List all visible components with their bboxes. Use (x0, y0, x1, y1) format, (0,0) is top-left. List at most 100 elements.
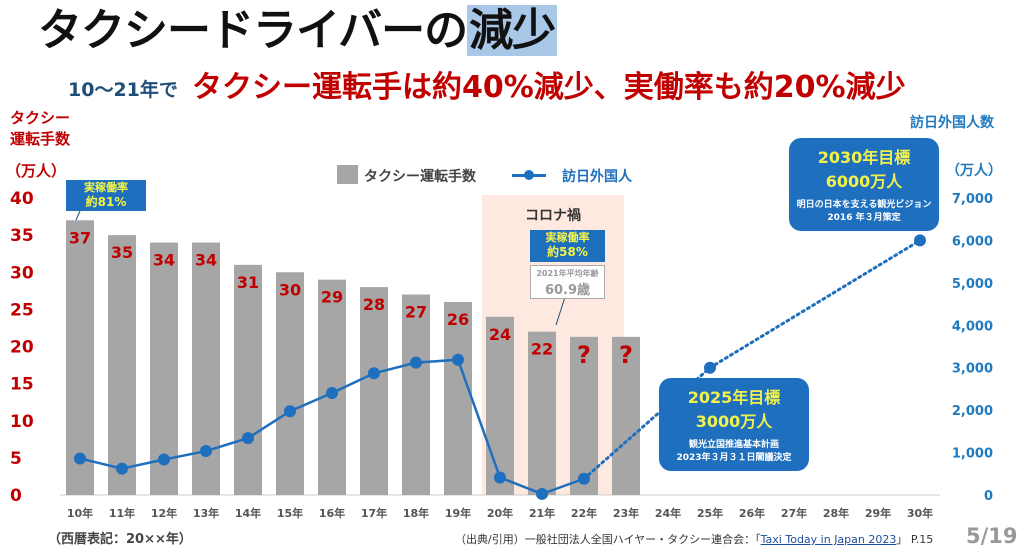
visitor-point (368, 367, 380, 380)
avg-age-callout: 2021年平均年齢 60.9歳 (530, 265, 605, 299)
source-link[interactable]: Taxi Today in Japan 2023 (760, 533, 897, 546)
visitor-point (200, 445, 212, 458)
right-axis-unit: （万人） (946, 163, 1002, 179)
visitor-point (116, 462, 128, 475)
x-tick: 17年 (361, 506, 387, 520)
bar (402, 294, 430, 495)
bar (276, 272, 304, 495)
visitor-point (914, 234, 926, 247)
visitor-point (494, 471, 506, 484)
right-tick: 7,000 (952, 192, 993, 207)
left-tick: 15 (10, 375, 34, 395)
right-tick: 4,000 (952, 319, 993, 334)
x-tick: 22年 (571, 506, 597, 520)
legend-bar-label: タクシー運転手数 (364, 169, 476, 185)
bar-label: ? (619, 341, 633, 369)
bar-label: ? (577, 341, 591, 369)
subtitle-prefix: 10〜21年で (68, 79, 178, 101)
callout-pointer (75, 210, 81, 221)
x-tick: 10年 (67, 506, 93, 520)
era-note: （西暦表記：20××年） (48, 532, 192, 547)
x-tick: 27年 (781, 506, 807, 520)
left-tick: 40 (10, 189, 34, 209)
left-tick: 10 (10, 412, 34, 432)
x-tick: 14年 (235, 506, 261, 520)
source-citation: （出典/引用）一般社団法人全国ハイヤー・タクシー連合会：「Taxi Today … (455, 533, 934, 546)
target-2030-callout: 2030年目標 6000万人 明日の日本を支える観光ビジョン 2016 年３月策定 (789, 138, 939, 231)
visitor-point (326, 387, 338, 400)
bar-label: 24 (489, 325, 511, 344)
x-tick: 13年 (193, 506, 219, 520)
bar (528, 331, 556, 495)
legend-bar-swatch (337, 165, 358, 184)
right-tick: 0 (984, 489, 993, 504)
bar-label: 35 (111, 243, 133, 262)
visitor-point (158, 453, 170, 466)
visitor-point (410, 356, 422, 369)
left-tick: 30 (10, 263, 34, 283)
right-tick: 6,000 (952, 234, 993, 249)
rate-2021-callout: 実稼働率 約58% (530, 230, 605, 262)
bar (612, 336, 640, 495)
right-axis-title: 訪日外国人数 (910, 115, 994, 131)
x-tick: 30年 (907, 506, 933, 520)
rate-2010-callout: 実稼働率 約81% (66, 180, 146, 211)
bar (360, 287, 388, 495)
page-title: タクシードライバーの減少 (38, 5, 558, 56)
callout-pointer (555, 296, 566, 326)
bar (108, 235, 136, 495)
bar-label: 28 (363, 295, 385, 314)
visitor-point (578, 472, 590, 485)
subtitle-headline: タクシー運転手は約40%減少、実働率も約20%減少 (192, 70, 906, 105)
bar (234, 264, 262, 495)
bar-label: 27 (405, 303, 427, 322)
x-tick: 20年 (487, 506, 513, 520)
bar-label: 34 (153, 251, 175, 270)
bar-label: 34 (195, 251, 217, 270)
left-tick: 0 (10, 486, 22, 506)
x-tick: 16年 (319, 506, 345, 520)
x-tick: 24年 (655, 506, 681, 520)
x-tick: 15年 (277, 506, 303, 520)
bar-label: 29 (321, 288, 343, 307)
x-tick: 26年 (739, 506, 765, 520)
bar (192, 242, 220, 495)
bar (486, 316, 514, 495)
bar-label: 30 (279, 280, 301, 299)
x-tick: 23年 (613, 506, 639, 520)
bar-label: 37 (69, 228, 91, 247)
bar-label: 22 (531, 340, 553, 359)
left-tick: 5 (10, 449, 22, 469)
page-number: 5/19 (966, 524, 1018, 548)
right-tick: 2,000 (952, 404, 993, 419)
bar (150, 242, 178, 495)
visitor-point (704, 361, 716, 374)
x-tick: 12年 (151, 506, 177, 520)
corona-label: コロナ禍 (525, 208, 581, 224)
x-tick: 21年 (529, 506, 555, 520)
left-axis-title-2: 運転手数 (10, 130, 71, 148)
legend-line-label: 訪日外国人 (562, 169, 632, 185)
left-tick: 25 (10, 300, 34, 320)
visitor-point (74, 452, 86, 465)
legend-line-marker (524, 170, 534, 180)
left-axis-unit: （万人） (6, 162, 67, 180)
left-tick: 20 (10, 338, 34, 358)
visitor-point (284, 405, 296, 418)
right-tick: 5,000 (952, 277, 993, 292)
x-tick: 28年 (823, 506, 849, 520)
target-2025-callout: 2025年目標 3000万人 観光立国推進基本計画 2023年３月３１日閣議決定 (659, 378, 809, 471)
left-axis-title-1: タクシー (10, 109, 71, 127)
x-tick: 11年 (109, 506, 135, 520)
x-tick: 19年 (445, 506, 471, 520)
visitor-point (536, 487, 548, 500)
left-tick: 35 (10, 226, 34, 246)
bar (444, 301, 472, 495)
visitor-point (452, 353, 464, 366)
right-tick: 1,000 (952, 447, 993, 462)
x-tick: 29年 (865, 506, 891, 520)
visitor-point (242, 432, 254, 445)
title-highlight: 減少 (467, 5, 558, 56)
bar-label: 26 (447, 310, 469, 329)
